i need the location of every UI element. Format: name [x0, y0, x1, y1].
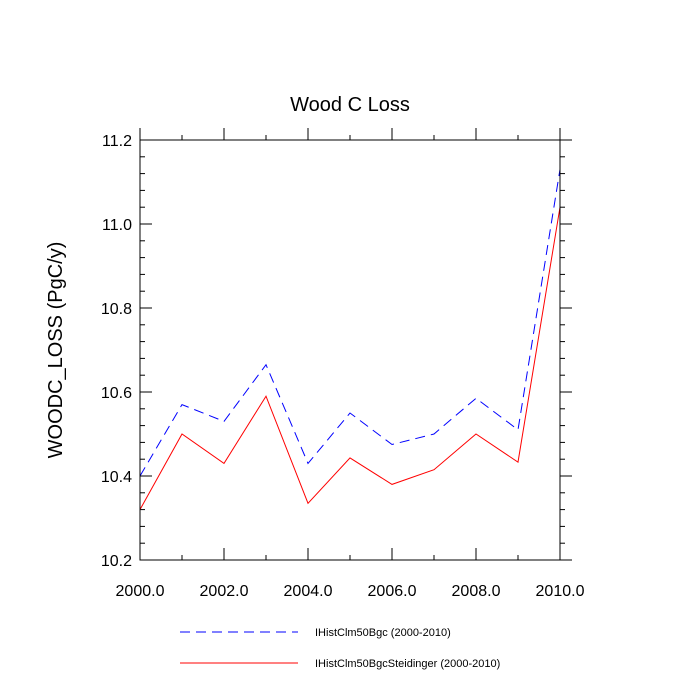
legend-label-1: IHistClm50Bgc (2000-2010)	[315, 627, 451, 639]
chart-title: Wood C Loss	[290, 94, 410, 116]
legend-label-2: IHistClm50BgcSteidinger (2000-2010)	[315, 658, 500, 670]
y-tick-label: 10.8	[101, 301, 132, 318]
x-tick-label: 2006.0	[368, 583, 417, 600]
series-line-2	[139, 207, 561, 510]
y-tick-label: 11.2	[102, 133, 132, 150]
x-tick-label: 2010.0	[536, 583, 585, 600]
y-tick-label: 10.2	[101, 553, 132, 570]
x-tick-label: 2002.0	[200, 583, 249, 600]
x-tick-label: 2004.0	[284, 583, 333, 600]
x-tick-label: 2000.0	[116, 583, 165, 600]
y-tick-label: 11.0	[102, 217, 132, 234]
legend: IHistClm50Bgc (2000-2010) IHistClm50BgcSt…	[180, 627, 500, 670]
y-tick-label: 10.4	[101, 469, 132, 486]
y-tick-label: 10.6	[101, 385, 132, 402]
y-axis-label: WOODC_LOSS (PgC/y)	[45, 242, 67, 459]
x-tick-label: 2008.0	[452, 583, 501, 600]
series-lines	[139, 169, 561, 510]
plot-frame	[139, 139, 561, 561]
axis-ticks	[139, 128, 572, 561]
series-line-1	[139, 169, 561, 477]
axis-tick-labels: 2000.0 2002.0 2004.0 2006.0 2008.0 2010.0 10.2…	[101, 133, 585, 600]
